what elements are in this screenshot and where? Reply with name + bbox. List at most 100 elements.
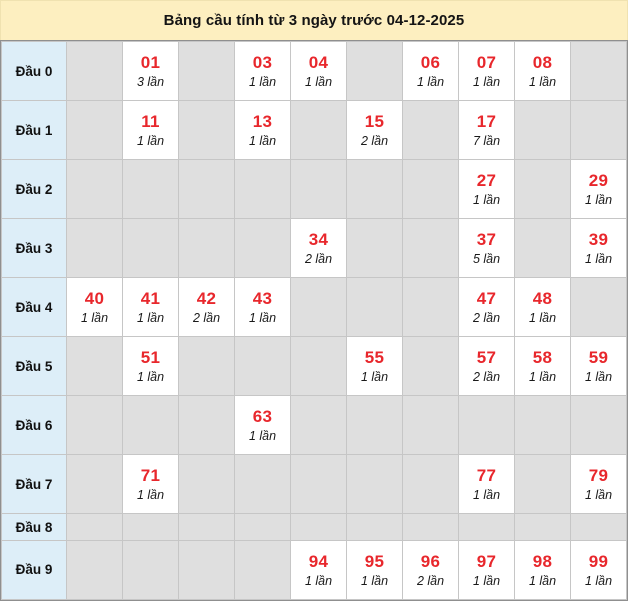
cell-number: 11 (141, 111, 160, 131)
cell-content: 17 7 lần (460, 102, 514, 159)
cell-number: 94 (308, 551, 329, 571)
cell-number: 41 (140, 288, 161, 308)
frequency-grid-container: Đầu 0 01 3 lần 03 1 lần 04 1 lần 06 1 lần 07 1 lần… (0, 40, 628, 601)
table-row: Đầu 9 94 1 lần 95 1 lần 96 2 lần 97 1 lần 98 1 lần… (1, 539, 627, 600)
number-cell[interactable]: 99 1 lần (570, 539, 627, 600)
number-cell[interactable]: 47 2 lần (458, 277, 515, 338)
number-cell[interactable]: 77 1 lần (458, 454, 515, 515)
number-cell[interactable]: 37 5 lần (458, 218, 515, 279)
cell-frequency: 1 lần (248, 428, 277, 443)
empty-cell (514, 218, 571, 279)
cell-number: 71 (140, 465, 161, 485)
cell-content: 27 1 lần (460, 161, 514, 218)
number-cell[interactable]: 63 1 lần (234, 395, 291, 456)
cell-content: 59 1 lần (572, 338, 626, 395)
cell-number: 77 (476, 465, 497, 485)
cell-frequency: 2 lần (416, 573, 445, 588)
empty-cell (346, 218, 403, 279)
cell-number: 59 (588, 347, 609, 367)
cell-content: 06 1 lần (404, 43, 458, 100)
number-cell[interactable]: 42 2 lần (178, 277, 235, 338)
cell-frequency: 1 lần (472, 573, 501, 588)
cell-number: 97 (476, 551, 497, 571)
number-cell[interactable]: 39 1 lần (570, 218, 627, 279)
cell-number: 07 (476, 52, 497, 72)
cell-content: 01 3 lần (124, 43, 178, 100)
number-cell[interactable]: 34 2 lần (290, 218, 347, 279)
cell-number: 47 (476, 288, 497, 308)
empty-cell (346, 159, 403, 220)
empty-cell (66, 218, 123, 279)
cell-frequency: 1 lần (80, 310, 109, 325)
cell-content: 42 2 lần (180, 279, 234, 336)
empty-cell (458, 513, 515, 541)
empty-cell (66, 395, 123, 456)
cell-content: 63 1 lần (236, 397, 290, 454)
number-cell[interactable]: 55 1 lần (346, 336, 403, 397)
cell-frequency: 1 lần (584, 369, 613, 384)
cell-content: 13 1 lần (236, 102, 290, 159)
cell-content: 03 1 lần (236, 43, 290, 100)
cell-frequency: 2 lần (304, 251, 333, 266)
empty-cell (178, 41, 235, 102)
number-cell[interactable]: 07 1 lần (458, 41, 515, 102)
empty-cell (178, 539, 235, 600)
number-cell[interactable]: 57 2 lần (458, 336, 515, 397)
row-label-5: Đầu 5 (1, 336, 67, 397)
number-cell[interactable]: 58 1 lần (514, 336, 571, 397)
cell-content: 29 1 lần (572, 161, 626, 218)
number-cell[interactable]: 40 1 lần (66, 277, 123, 338)
number-cell[interactable]: 15 2 lần (346, 100, 403, 161)
empty-cell (122, 513, 179, 541)
empty-cell (514, 395, 571, 456)
number-cell[interactable]: 27 1 lần (458, 159, 515, 220)
cell-content: 40 1 lần (68, 279, 122, 336)
cell-frequency: 2 lần (472, 369, 501, 384)
number-cell[interactable]: 59 1 lần (570, 336, 627, 397)
number-cell[interactable]: 51 1 lần (122, 336, 179, 397)
cell-content: 39 1 lần (572, 220, 626, 277)
cell-frequency: 1 lần (360, 369, 389, 384)
number-cell[interactable]: 03 1 lần (234, 41, 291, 102)
cell-frequency: 1 lần (136, 487, 165, 502)
empty-cell (178, 159, 235, 220)
number-cell[interactable]: 06 1 lần (402, 41, 459, 102)
cell-frequency: 1 lần (528, 310, 557, 325)
number-cell[interactable]: 08 1 lần (514, 41, 571, 102)
number-cell[interactable]: 48 1 lần (514, 277, 571, 338)
empty-cell (514, 100, 571, 161)
number-cell[interactable]: 01 3 lần (122, 41, 179, 102)
cell-number: 37 (476, 229, 497, 249)
empty-cell (570, 277, 627, 338)
row-label-9: Đầu 9 (1, 539, 67, 600)
cell-frequency: 1 lần (528, 573, 557, 588)
number-cell[interactable]: 11 1 lần (122, 100, 179, 161)
empty-cell (178, 395, 235, 456)
cell-content: 37 5 lần (460, 220, 514, 277)
cell-number: 27 (476, 170, 497, 190)
number-cell[interactable]: 43 1 lần (234, 277, 291, 338)
number-cell[interactable]: 94 1 lần (290, 539, 347, 600)
empty-cell (122, 218, 179, 279)
number-cell[interactable]: 17 7 lần (458, 100, 515, 161)
cell-number: 58 (532, 347, 553, 367)
cell-number: 04 (308, 52, 329, 72)
empty-cell (178, 218, 235, 279)
number-cell[interactable]: 71 1 lần (122, 454, 179, 515)
cell-frequency: 1 lần (472, 487, 501, 502)
number-cell[interactable]: 98 1 lần (514, 539, 571, 600)
cell-frequency: 1 lần (360, 573, 389, 588)
cell-number: 99 (588, 551, 609, 571)
number-cell[interactable]: 95 1 lần (346, 539, 403, 600)
number-cell[interactable]: 13 1 lần (234, 100, 291, 161)
number-cell[interactable]: 41 1 lần (122, 277, 179, 338)
number-cell[interactable]: 29 1 lần (570, 159, 627, 220)
row-label-6: Đầu 6 (1, 395, 67, 456)
number-cell[interactable]: 79 1 lần (570, 454, 627, 515)
number-cell[interactable]: 97 1 lần (458, 539, 515, 600)
board-title-bar: Bảng cầu tính từ 3 ngày trước 04-12-2025 (0, 0, 628, 40)
number-cell[interactable]: 04 1 lần (290, 41, 347, 102)
cell-number: 03 (252, 52, 273, 72)
number-cell[interactable]: 96 2 lần (402, 539, 459, 600)
cell-frequency: 1 lần (136, 133, 165, 148)
